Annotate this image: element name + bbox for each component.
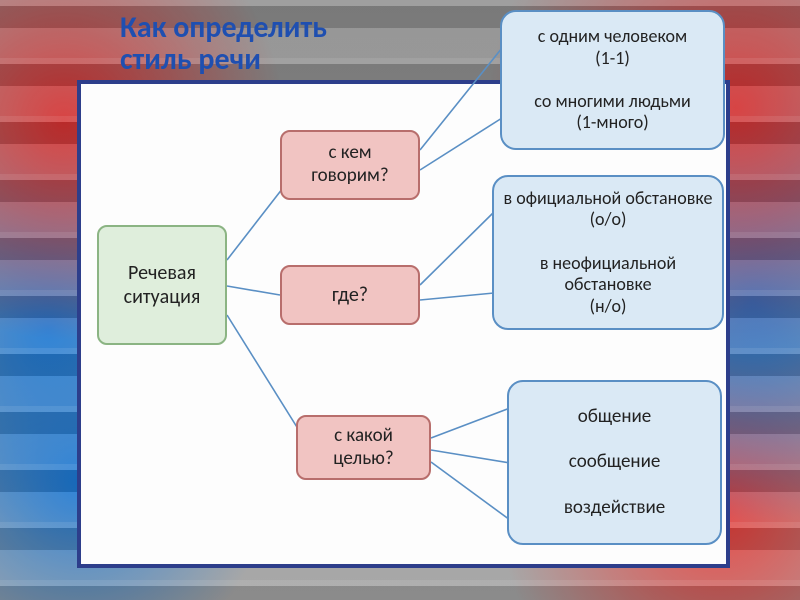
node-root: Речевая ситуация (97, 225, 227, 345)
page-title: Как определить стиль речи (120, 12, 380, 77)
node-question-where: где? (280, 265, 420, 325)
stage: Как определить стиль речи Речевая ситуац… (0, 0, 800, 600)
node-answer-who: с одним человеком (1-1) со многими людьм… (500, 10, 725, 150)
node-answer-purpose: общение сообщение воздействие (507, 380, 722, 545)
node-question-who: с кем говорим? (280, 130, 420, 200)
node-answer-where: в официальной обстановке (о/о) в неофици… (492, 175, 724, 330)
node-question-purpose: с какой целью? (296, 415, 431, 480)
